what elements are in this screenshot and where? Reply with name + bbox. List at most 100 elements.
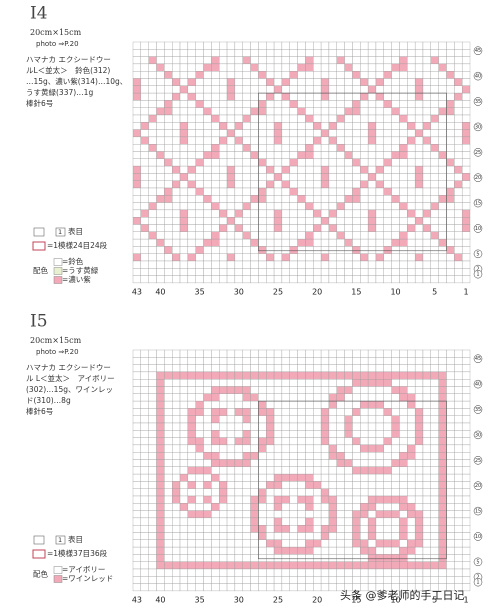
cell	[446, 371, 455, 380]
cell	[438, 510, 447, 519]
cell	[383, 525, 392, 533]
cell	[203, 275, 212, 284]
cell	[328, 78, 337, 86]
cell	[328, 114, 337, 123]
row-number: 30	[475, 124, 481, 130]
cell	[360, 151, 369, 159]
cell	[187, 71, 196, 79]
cell	[461, 481, 471, 489]
cell	[242, 539, 251, 548]
cell	[414, 238, 424, 247]
cell	[156, 165, 165, 174]
cell	[360, 100, 369, 108]
cell	[140, 260, 149, 269]
cell	[360, 63, 369, 72]
cell	[336, 253, 345, 262]
cell	[179, 144, 189, 152]
cell	[446, 576, 455, 584]
cell	[266, 41, 275, 50]
row-number-circle	[473, 198, 483, 208]
cell	[219, 253, 228, 262]
cell	[414, 63, 424, 72]
cell	[179, 41, 189, 50]
cell	[195, 371, 204, 380]
cell	[375, 561, 384, 570]
cell	[297, 415, 306, 424]
cell	[289, 568, 298, 577]
cell	[250, 85, 259, 94]
cell	[297, 517, 306, 526]
cell	[187, 393, 196, 402]
cell	[281, 576, 290, 584]
cell	[289, 503, 298, 511]
cell	[289, 114, 298, 123]
cell	[132, 386, 142, 394]
cell	[305, 561, 314, 570]
cell	[313, 114, 322, 123]
cell	[360, 268, 369, 276]
cell	[289, 452, 298, 460]
cell	[226, 422, 236, 431]
cell	[297, 561, 306, 570]
cell	[407, 364, 416, 373]
row-number: 45	[475, 48, 481, 54]
cell	[203, 495, 212, 504]
cell	[313, 63, 322, 72]
cell	[328, 466, 337, 475]
cell	[179, 481, 189, 489]
cell	[454, 165, 463, 174]
cell	[328, 165, 337, 174]
cell	[305, 268, 314, 276]
cell	[281, 71, 290, 79]
cell	[203, 231, 212, 240]
cell	[195, 430, 204, 438]
cell	[407, 195, 416, 203]
cell	[313, 224, 322, 232]
cell	[414, 459, 424, 467]
cell	[211, 224, 220, 232]
cell	[454, 122, 463, 130]
cell	[281, 525, 290, 533]
cell	[234, 231, 243, 240]
cell	[422, 576, 431, 584]
cell	[148, 260, 157, 269]
cell	[187, 444, 196, 453]
cell	[352, 71, 361, 79]
cell	[226, 400, 236, 409]
cell	[140, 275, 149, 284]
cell	[360, 202, 369, 211]
cell	[297, 357, 306, 365]
cell	[407, 56, 416, 65]
cell	[344, 56, 353, 65]
cell	[297, 122, 306, 130]
cell	[352, 144, 361, 152]
cell	[281, 561, 290, 570]
cell	[399, 495, 408, 504]
cell	[367, 136, 377, 145]
cell	[360, 386, 369, 394]
cell	[226, 144, 236, 152]
cell	[438, 224, 447, 232]
cell	[305, 459, 314, 467]
cell	[289, 437, 298, 446]
cell	[281, 400, 290, 409]
cell	[328, 173, 337, 181]
cell	[328, 107, 337, 116]
cell	[461, 136, 471, 145]
cell	[383, 473, 392, 482]
cell	[187, 129, 196, 138]
cell	[148, 92, 157, 101]
cell	[258, 532, 267, 540]
cell	[305, 400, 314, 409]
cell	[375, 92, 384, 101]
cell	[211, 452, 220, 460]
cell	[172, 517, 181, 526]
cell	[414, 495, 424, 504]
cell	[148, 561, 157, 570]
cell	[383, 576, 392, 584]
cell	[328, 364, 337, 373]
cell	[344, 85, 353, 94]
cell	[414, 100, 424, 108]
cell	[211, 122, 220, 130]
cell	[305, 393, 314, 402]
